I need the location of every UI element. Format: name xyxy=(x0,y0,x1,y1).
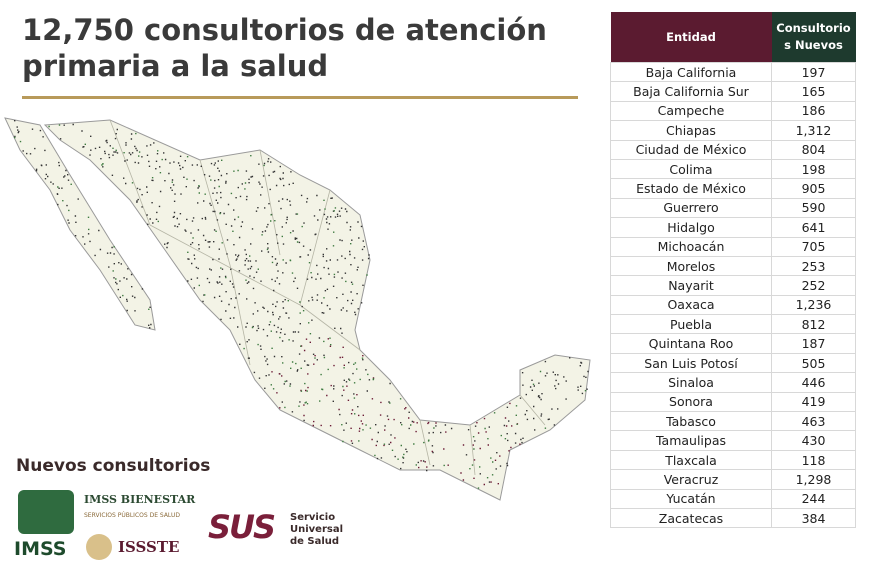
state-cell: Sonora xyxy=(610,391,772,413)
table-row: Ciudad de México 804 xyxy=(610,139,856,160)
state-cell: Zacatecas xyxy=(610,507,772,529)
column-header: Consultorios Nuevos xyxy=(771,12,856,63)
count-cell: 590 xyxy=(771,197,856,219)
count-cell: 1,312 xyxy=(771,120,856,141)
table-row: Campeche 186 xyxy=(610,100,856,122)
table-row: San Luis Potosí 505 xyxy=(610,352,856,374)
state-cell: Tabasco xyxy=(610,411,772,432)
table-row: Hidalgo 641 xyxy=(610,217,856,238)
table-row: Zacatecas 384 xyxy=(610,507,856,529)
state-cell: Ciudad de México xyxy=(610,139,772,160)
state-cell: Oaxaca xyxy=(610,294,772,316)
count-cell: 905 xyxy=(771,178,856,199)
table-row: Puebla 812 xyxy=(610,314,856,335)
count-cell: 165 xyxy=(771,81,856,102)
state-cell: Tamaulipas xyxy=(610,430,772,451)
count-cell: 1,298 xyxy=(771,469,856,490)
state-cell: Puebla xyxy=(610,314,772,335)
table-row: Oaxaca 1,236 xyxy=(610,294,856,316)
count-cell: 244 xyxy=(771,488,856,509)
count-cell: 253 xyxy=(771,255,856,277)
table-row: Colima 198 xyxy=(610,158,856,180)
state-cell: Sinaloa xyxy=(610,372,772,393)
table-row: Michoacán 705 xyxy=(610,236,856,257)
count-cell: 446 xyxy=(771,372,856,393)
count-cell: 197 xyxy=(771,61,856,83)
state-cell: Campeche xyxy=(610,100,772,122)
state-cell: Chiapas xyxy=(610,120,772,141)
table-row: Baja California Sur 165 xyxy=(610,81,856,102)
count-cell: 641 xyxy=(771,217,856,238)
count-cell: 804 xyxy=(771,139,856,160)
count-cell: 419 xyxy=(771,391,856,413)
state-cell: Colima xyxy=(610,158,772,180)
issste-logo: ISSSTE xyxy=(118,538,180,556)
count-cell: 1,236 xyxy=(771,294,856,316)
count-cell: 463 xyxy=(771,411,856,432)
table-row: Tamaulipas 430 xyxy=(610,430,856,451)
count-cell: 705 xyxy=(771,236,856,257)
table-row: Baja California 197 xyxy=(610,61,856,83)
sus-name: Servicio Universal de Salud xyxy=(290,512,344,547)
count-cell: 187 xyxy=(771,333,856,354)
sus-logo: SUS xyxy=(208,508,276,546)
legend-title: Nuevos consultorios xyxy=(16,456,211,476)
count-cell: 430 xyxy=(771,430,856,451)
imss-emblem xyxy=(18,490,74,534)
map xyxy=(4,117,591,501)
count-cell: 186 xyxy=(771,100,856,122)
column-header: Entidad xyxy=(610,12,772,63)
table-body: Baja California 197 Baja California Sur 165… xyxy=(610,61,856,529)
state-borders xyxy=(109,119,546,476)
count-cell: 505 xyxy=(771,352,856,374)
state-cell: Guerrero xyxy=(610,197,772,219)
state-cell: Baja California Sur xyxy=(610,81,772,102)
count-cell: 252 xyxy=(771,275,856,296)
count-cell: 812 xyxy=(771,314,856,335)
table-row: Nayarit 252 xyxy=(610,275,856,296)
table-row: Guerrero 590 xyxy=(610,197,856,219)
table-row: Yucatán 244 xyxy=(610,488,856,509)
title-rule xyxy=(22,96,578,99)
state-cell: Tlaxcala xyxy=(610,449,772,471)
state-cell: San Luis Potosí xyxy=(610,352,772,374)
table: Entidad Consultorios Nuevos Baja Californ… xyxy=(610,12,856,529)
header-row: Entidad Consultorios Nuevos xyxy=(610,12,856,63)
table-row: Tlaxcala 118 xyxy=(610,449,856,471)
state-cell: Yucatán xyxy=(610,488,772,509)
table-row: Morelos 253 xyxy=(610,255,856,277)
state-cell: Morelos xyxy=(610,255,772,277)
count-cell: 384 xyxy=(771,507,856,529)
imss-bienestar-logo: IMSS BIENESTAR xyxy=(84,493,196,506)
table-row: Sonora 419 xyxy=(610,391,856,413)
table-row: Quintana Roo 187 xyxy=(610,333,856,354)
state-cell: Veracruz xyxy=(610,469,772,490)
table-row: Chiapas 1,312 xyxy=(610,120,856,141)
state-cell: Estado de México xyxy=(610,178,772,199)
state-cell: Quintana Roo xyxy=(610,333,772,354)
mexico-map xyxy=(4,117,591,501)
table-row: Estado de México 905 xyxy=(610,178,856,199)
title: 12,750 consultorios de atención primaria… xyxy=(22,13,547,83)
imss-bienestar-sub: SERVICIOS PÚBLICOS DE SALUD xyxy=(84,512,180,519)
imss-logo: IMSS xyxy=(14,538,67,560)
count-cell: 198 xyxy=(771,158,856,180)
table-row: Veracruz 1,298 xyxy=(610,469,856,490)
state-cell: Michoacán xyxy=(610,236,772,257)
state-cell: Baja California xyxy=(610,61,772,83)
table-row: Tabasco 463 xyxy=(610,411,856,432)
state-cell: Hidalgo xyxy=(610,217,772,238)
state-cell: Nayarit xyxy=(610,275,772,296)
table-row: Sinaloa 446 xyxy=(610,372,856,393)
count-cell: 118 xyxy=(771,449,856,471)
issste-emblem xyxy=(86,534,112,560)
